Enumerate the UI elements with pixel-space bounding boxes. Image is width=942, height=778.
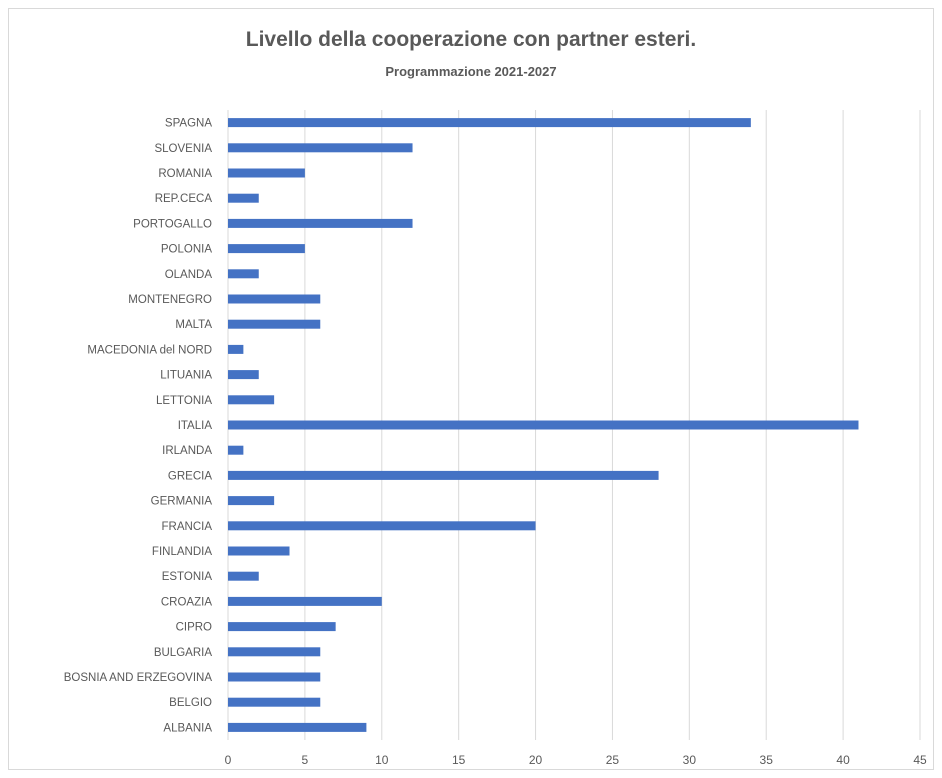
bar	[228, 596, 382, 606]
bar	[228, 168, 305, 178]
y-tick-label: FRANCIA	[162, 521, 213, 533]
y-tick-label: ESTONIA	[162, 571, 213, 583]
y-tick-label: LETTONIA	[156, 395, 212, 407]
y-tick-label: FINLANDIA	[152, 546, 212, 558]
bar	[228, 722, 367, 732]
x-tick-label: 10	[375, 753, 389, 767]
y-tick-label: ITALIA	[178, 420, 213, 432]
bar	[228, 697, 321, 707]
y-tick-label: REP.CECA	[155, 193, 213, 205]
y-tick-label: BOSNIA AND ERZEGOVINA	[64, 672, 213, 684]
y-tick-label: BELGIO	[169, 697, 212, 709]
bar	[228, 546, 290, 556]
y-tick-label: IRLANDA	[162, 445, 212, 457]
y-tick-label: GERMANIA	[151, 496, 213, 508]
bar	[228, 395, 275, 405]
bar	[228, 118, 751, 128]
bar	[228, 269, 259, 279]
bar	[228, 370, 259, 380]
bar	[228, 496, 275, 506]
y-tick-label: MONTENEGRO	[128, 294, 212, 306]
bar	[228, 445, 244, 455]
chart-title: Livello della cooperazione con partner e…	[245, 28, 697, 51]
x-tick-label: 40	[836, 753, 850, 767]
y-tick-label: OLANDA	[165, 269, 213, 281]
y-tick-label: SPAGNA	[165, 118, 212, 130]
bar	[228, 244, 305, 254]
bar	[228, 218, 413, 228]
x-tick-label: 35	[760, 753, 774, 767]
bar	[228, 470, 659, 480]
bar	[228, 143, 413, 153]
x-tick-label: 20	[529, 753, 543, 767]
bar	[228, 344, 244, 354]
bar	[228, 521, 536, 531]
y-tick-label: ALBANIA	[163, 722, 212, 734]
chart-subtitle: Programmazione 2021-2027	[385, 64, 557, 79]
y-tick-label: CIPRO	[176, 622, 212, 634]
bar	[228, 193, 259, 203]
bar	[228, 622, 336, 632]
y-tick-label: ROMANIA	[158, 168, 212, 180]
bar	[228, 647, 321, 657]
y-tick-label: POLONIA	[161, 244, 212, 256]
y-tick-label: SLOVENIA	[154, 143, 212, 155]
y-tick-label: MACEDONIA del NORD	[87, 344, 212, 356]
x-tick-label: 0	[225, 753, 232, 767]
y-tick-label: MALTA	[175, 319, 212, 331]
x-tick-label: 30	[683, 753, 697, 767]
y-tick-label: PORTOGALLO	[133, 218, 212, 230]
bar	[228, 294, 321, 304]
x-tick-label: 25	[606, 753, 620, 767]
y-tick-label: GRECIA	[168, 470, 212, 482]
x-tick-label: 15	[452, 753, 466, 767]
bar	[228, 672, 321, 682]
x-tick-label: 5	[302, 753, 309, 767]
bar	[228, 420, 859, 430]
chart-frame	[8, 8, 934, 770]
y-tick-label: CROAZIA	[161, 596, 212, 608]
bar	[228, 571, 259, 581]
y-tick-label: LITUANIA	[160, 370, 212, 382]
x-tick-label: 45	[913, 753, 927, 767]
bar	[228, 319, 321, 329]
y-tick-label: BULGARIA	[154, 647, 212, 659]
